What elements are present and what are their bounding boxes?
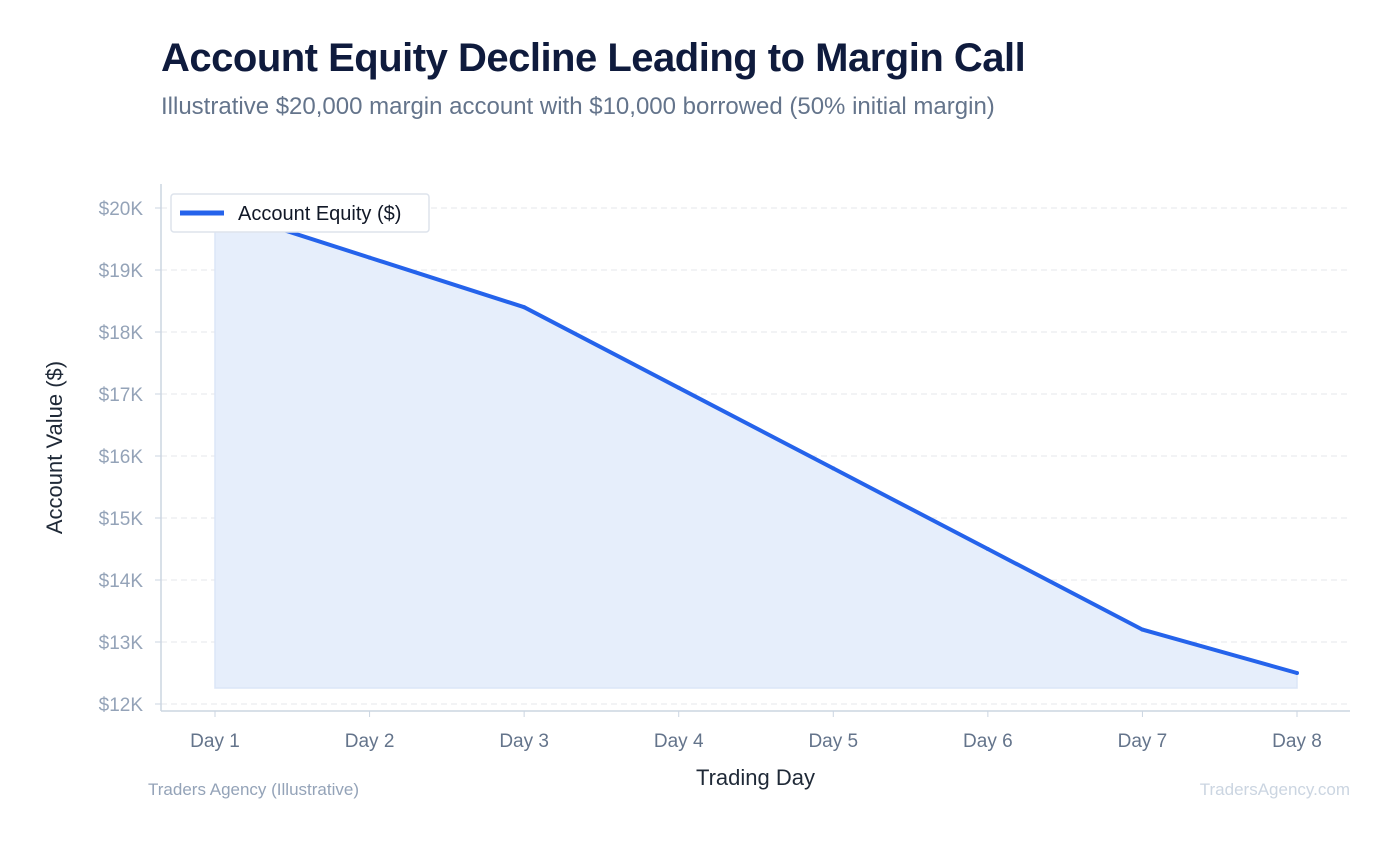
x-tick-label: Day 1 (190, 731, 240, 752)
x-tick-label: Day 8 (1272, 731, 1322, 752)
y-tick-label: $19K (99, 261, 144, 282)
legend-label: Account Equity ($) (238, 203, 401, 225)
equity-point (367, 255, 372, 260)
y-tick-label: $20K (99, 199, 144, 220)
y-tick-label: $12K (99, 695, 144, 716)
y-tick-label: $13K (99, 633, 144, 654)
x-tick-label: Day 4 (654, 731, 704, 752)
x-tick-label: Day 6 (963, 731, 1013, 752)
y-tick-label: $14K (99, 571, 144, 592)
watermark-text: TradersAgency.com (1199, 780, 1350, 799)
source-note: Traders Agency (Illustrative) (148, 780, 359, 799)
chart-subtitle: Illustrative $20,000 margin account with… (161, 93, 995, 120)
x-tick-label: Day 7 (1118, 731, 1168, 752)
chart-title: Account Equity Decline Leading to Margin… (161, 36, 1026, 80)
equity-line (214, 206, 1298, 675)
equity-point (831, 466, 836, 471)
y-tick-label: $18K (99, 323, 144, 344)
equity-point (1140, 627, 1145, 632)
y-tick-label: $15K (99, 509, 144, 530)
x-tick-label: Day 3 (499, 731, 549, 752)
y-tick-label: $16K (99, 447, 144, 468)
equity-point (522, 305, 527, 310)
equity-point (676, 385, 681, 390)
y-tick-label: $17K (99, 385, 144, 406)
x-tick-label: Day 5 (808, 731, 858, 752)
equity-point (1295, 671, 1299, 675)
equity-area (214, 206, 1298, 689)
x-tick-label: Day 2 (345, 731, 395, 752)
legend-box (170, 193, 430, 233)
x-axis-label: Trading Day (696, 765, 815, 790)
y-axis-label: Account Value ($) (42, 361, 67, 534)
equity-point (985, 547, 990, 551)
